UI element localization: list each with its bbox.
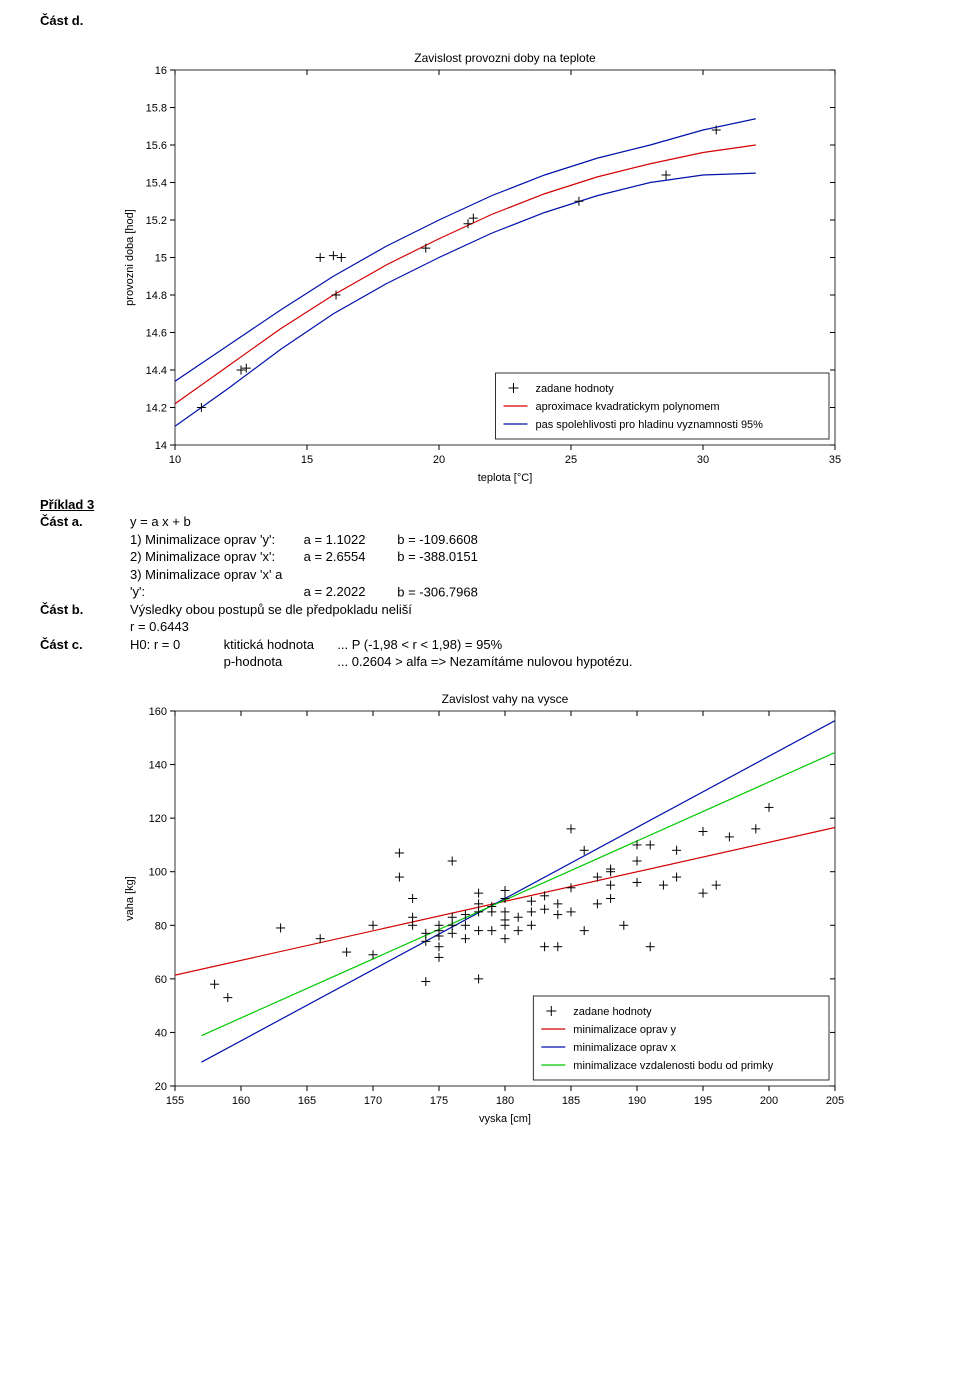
chart-operating-time-vs-temp: 10 15 20 25 30 35 14 14.2 14.4 14.6 14.8 15 15.2 15.4… [105,40,855,490]
line1-b: b = -109.6608 [397,532,478,547]
svg-text:100: 100 [149,867,167,879]
svg-text:vaha [kg]: vaha [kg] [124,876,136,921]
svg-text:minimalizace oprav y: minimalizace oprav y [573,1024,676,1036]
svg-text:35: 35 [829,454,841,466]
chart-weight-vs-height: 155 160 165 170 175 180 185 190 195 200 205 20 40 60 8… [105,681,855,1131]
svg-text:vyska [cm]: vyska [cm] [479,1113,531,1125]
svg-text:pas spolehlivosti pro hladinu: pas spolehlivosti pro hladinu vyznamnost… [536,419,764,431]
kt-label: ktitická hodnota [224,636,334,654]
svg-text:minimalizace vzdalenosti bodu: minimalizace vzdalenosti bodu od primky [573,1060,773,1072]
example-heading: Příklad 3 [40,496,920,514]
section-b-label: Část b. [40,601,130,619]
svg-text:165: 165 [298,1095,316,1107]
svg-text:200: 200 [760,1095,778,1107]
svg-text:provozni doba [hod]: provozni doba [hod] [124,209,136,306]
p-value: ... 0.2604 > alfa => Nezamítáme nulovou … [337,654,632,669]
section-c-label: Část c. [40,636,130,654]
svg-text:120: 120 [149,813,167,825]
line2: 2) Minimalizace oprav 'x': [130,548,300,566]
line3-b: b = -306.7968 [397,584,478,599]
h0-text: H0: r = 0 [130,636,220,654]
svg-text:14: 14 [155,440,167,452]
svg-text:Zavislost vahy na vysce: Zavislost vahy na vysce [442,692,569,706]
line3: 3) Minimalizace oprav 'x' a 'y': [130,566,300,601]
svg-text:80: 80 [155,920,167,932]
svg-text:180: 180 [496,1095,514,1107]
svg-text:zadane hodnoty: zadane hodnoty [536,383,615,395]
svg-text:16: 16 [155,65,167,77]
svg-text:20: 20 [433,454,445,466]
svg-text:14.6: 14.6 [146,327,167,339]
line2-b: b = -388.0151 [397,549,478,564]
svg-text:aproximace kvadratickym polyno: aproximace kvadratickym polynomem [536,401,720,413]
kt-value: ... P (-1,98 < r < 1,98) = 95% [337,637,502,652]
svg-text:155: 155 [166,1095,184,1107]
section-a-label: Část a. [40,513,130,531]
svg-text:10: 10 [169,454,181,466]
svg-text:14.8: 14.8 [146,290,167,302]
svg-text:140: 140 [149,760,167,772]
svg-text:185: 185 [562,1095,580,1107]
svg-text:15.6: 15.6 [146,140,167,152]
line1: 1) Minimalizace oprav 'y': [130,531,300,549]
svg-text:14.4: 14.4 [146,365,167,377]
svg-text:60: 60 [155,974,167,986]
svg-text:Zavislost provozni doby na tep: Zavislost provozni doby na teplote [414,51,596,65]
equation: y = a x + b [130,513,191,531]
line3-a: a = 2.2022 [304,583,394,601]
svg-text:15: 15 [301,454,313,466]
svg-text:15.2: 15.2 [146,215,167,227]
svg-text:15.8: 15.8 [146,102,167,114]
svg-text:14.2: 14.2 [146,402,167,414]
svg-text:160: 160 [232,1095,250,1107]
svg-text:30: 30 [697,454,709,466]
svg-text:170: 170 [364,1095,382,1107]
line2-a: a = 2.6554 [304,548,394,566]
svg-text:zadane hodnoty: zadane hodnoty [573,1006,652,1018]
svg-text:15.4: 15.4 [146,177,167,189]
p-label: p-hodnota [224,653,334,671]
svg-text:40: 40 [155,1027,167,1039]
svg-text:205: 205 [826,1095,844,1107]
svg-text:teplota [°C]: teplota [°C] [478,472,533,484]
svg-text:175: 175 [430,1095,448,1107]
section-b-r: r = 0.6443 [130,618,189,636]
section-b-text: Výsledky obou postupů se dle předpokladu… [130,601,412,619]
svg-text:15: 15 [155,252,167,264]
section-heading: Část d. [40,13,83,28]
svg-text:25: 25 [565,454,577,466]
svg-text:20: 20 [155,1081,167,1093]
svg-text:minimalizace oprav x: minimalizace oprav x [573,1042,676,1054]
svg-text:190: 190 [628,1095,646,1107]
svg-text:160: 160 [149,706,167,718]
line1-a: a = 1.1022 [304,531,394,549]
svg-text:195: 195 [694,1095,712,1107]
